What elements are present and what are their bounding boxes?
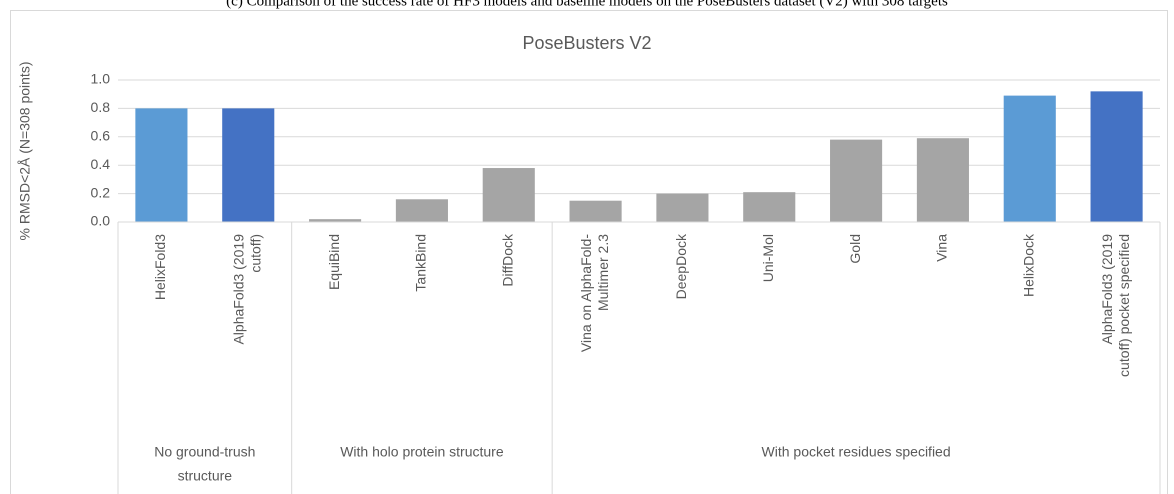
x-tick-label: cutoff) xyxy=(247,234,263,273)
bar xyxy=(222,108,275,222)
bar xyxy=(743,192,796,222)
bar xyxy=(395,199,448,222)
bar xyxy=(482,168,535,222)
y-tick-label: 0.6 xyxy=(91,128,111,144)
y-tick-label: 0.2 xyxy=(91,184,111,200)
bar xyxy=(656,193,709,222)
x-tick-label: Gold xyxy=(847,234,863,264)
bar xyxy=(569,200,622,222)
caption: (c) Comparison of the success rate of HF… xyxy=(226,0,948,9)
bar xyxy=(1003,95,1056,222)
group-label: With pocket residues specified xyxy=(762,444,951,460)
x-tick-label: Uni-Mol xyxy=(760,234,776,282)
x-tick-label: Vina on AlphaFold- xyxy=(578,234,594,352)
x-tick-label: DeepDock xyxy=(673,233,689,299)
bar xyxy=(135,108,188,222)
x-tick-label: cutoff) pocket specified xyxy=(1116,234,1132,377)
y-tick-label: 1.0 xyxy=(91,71,111,87)
bar xyxy=(916,138,969,222)
x-tick-label: AlphaFold3 (2019 xyxy=(1099,234,1115,345)
x-tick-label: AlphaFold3 (2019 xyxy=(230,234,246,345)
y-tick-label: 0.8 xyxy=(91,99,111,115)
group-label: structure xyxy=(178,468,233,484)
x-tick-label: TankBind xyxy=(413,234,429,292)
group-label: With holo protein structure xyxy=(340,444,504,460)
chart-title: PoseBusters V2 xyxy=(522,33,651,53)
x-tick-label: Multimer 2.3 xyxy=(595,234,611,311)
x-tick-label: EquiBind xyxy=(326,234,342,290)
bar xyxy=(1090,91,1143,222)
x-tick-label: DiffDock xyxy=(499,233,515,287)
x-tick-label: Vina xyxy=(934,234,950,262)
x-tick-label: HelixFold3 xyxy=(152,234,168,300)
bar xyxy=(830,139,883,222)
y-tick-label: 0.0 xyxy=(91,213,111,229)
x-tick-label: HelixDock xyxy=(1020,233,1036,297)
y-axis-label: % RMSD<2Å (N=308 points) xyxy=(17,62,33,241)
group-label: No ground-trush xyxy=(154,444,255,460)
y-tick-label: 0.4 xyxy=(91,156,111,172)
chart-frame xyxy=(10,10,1168,494)
bar xyxy=(309,219,362,222)
